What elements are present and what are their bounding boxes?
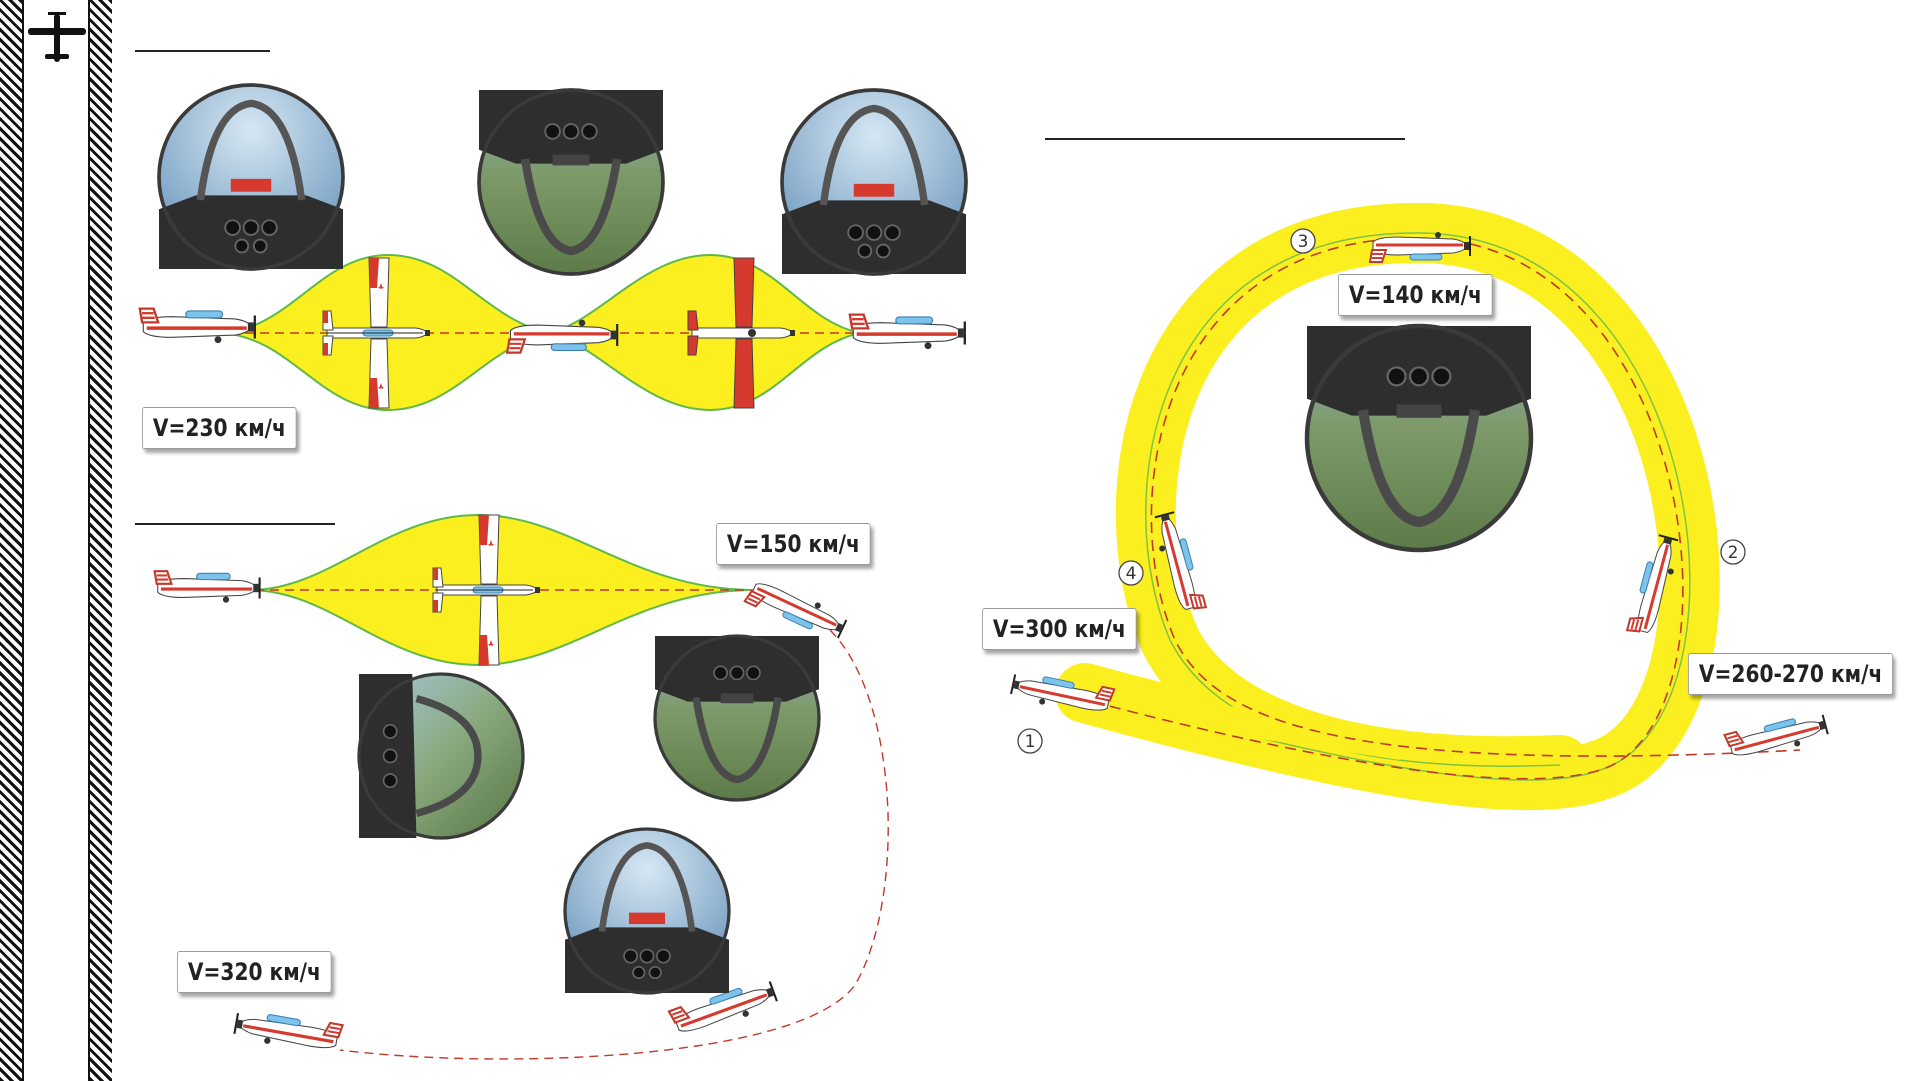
svg-text:4: 4 [1126, 564, 1137, 584]
cockpit-view-level-2 [782, 90, 966, 274]
hatched-margin-left [0, 0, 24, 1081]
loop-top-speed-label: V=140 км/ч [1338, 274, 1493, 316]
heading-rule-barrel-roll [135, 50, 270, 52]
cockpit-view-inverted-1 [479, 90, 663, 274]
loop-plane-exit [1722, 707, 1831, 766]
cockpit-view-side [359, 674, 523, 838]
svg-text:2: 2 [1728, 543, 1739, 563]
loop-figure: 1 2 3 4 [1008, 202, 1831, 811]
svg-text:1: 1 [1025, 732, 1036, 752]
heading-rule-loop [1045, 138, 1405, 140]
loop-entry-speed-label: V=300 км/ч [982, 608, 1137, 650]
loop-marker-4: 4 [1118, 560, 1144, 586]
loop-marker-1: 1 [1017, 728, 1043, 754]
heading-rule-split-s [135, 523, 335, 525]
barrel-roll-speed-label: V=230 км/ч [142, 407, 297, 449]
cockpit-view-level-1 [159, 85, 343, 269]
cockpit-view-level-3 [565, 829, 729, 993]
loop-marker-2: 2 [1720, 539, 1746, 565]
loop-marker-3: 3 [1290, 228, 1316, 254]
split-s-plane-final [232, 1005, 345, 1058]
hatched-margin-right [88, 0, 112, 1081]
split-s-plane-entry [153, 569, 262, 605]
loop-ribbon-edge [1084, 232, 1691, 781]
loop-ribbon-entry [1075, 680, 1400, 760]
loop-exit-speed-label: V=260-270 км/ч [1688, 653, 1894, 695]
svg-text:3: 3 [1298, 232, 1309, 252]
split-s-exit-speed-label: V=320 км/ч [177, 951, 332, 993]
split-s-figure [153, 513, 889, 1060]
split-s-entry-speed-label: V=150 км/ч [716, 523, 871, 565]
barrel-roll-plane-entry [138, 306, 257, 345]
cockpit-view-inverted-2 [655, 636, 819, 800]
airplane-silhouette-icon [28, 12, 86, 62]
split-s-path-dive [339, 629, 889, 1060]
cockpit-view-inverted-top [1307, 326, 1531, 550]
barrel-roll-plane-exit [848, 312, 967, 351]
barrel-roll-figure [138, 253, 967, 412]
